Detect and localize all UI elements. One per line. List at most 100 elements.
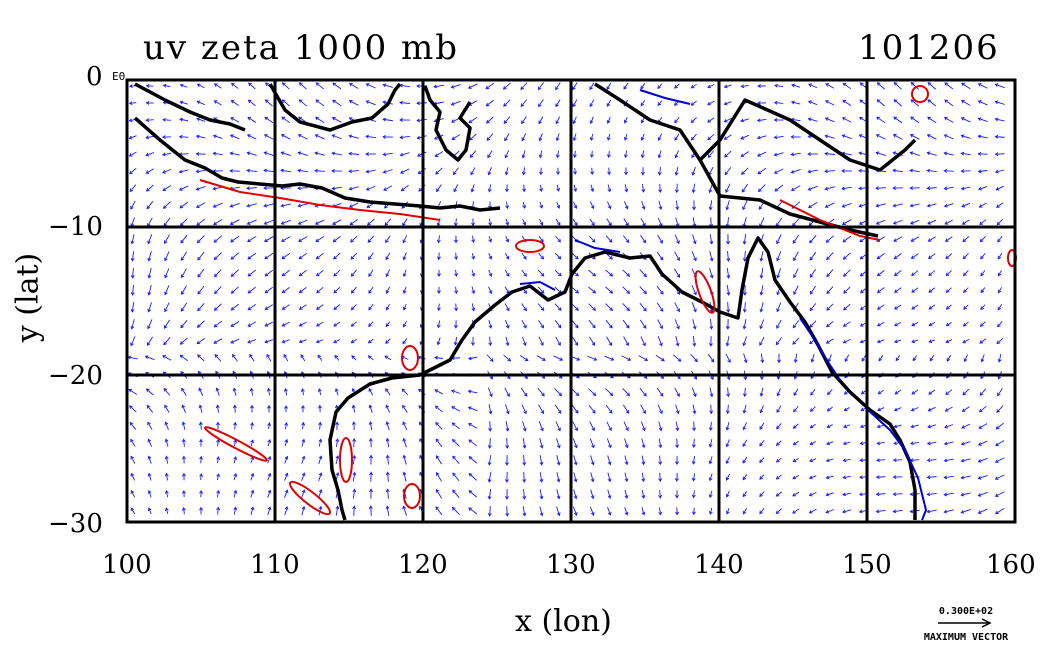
wind-vector-head bbox=[197, 290, 201, 295]
wind-vector bbox=[894, 389, 902, 395]
wind-vector bbox=[776, 319, 782, 329]
wind-vector bbox=[539, 472, 543, 482]
wind-vector-head bbox=[725, 326, 730, 330]
wind-vector bbox=[214, 354, 222, 362]
wind-vector-head bbox=[945, 306, 950, 310]
wind-vector-head bbox=[674, 171, 679, 176]
wind-vector bbox=[877, 253, 885, 259]
wind-vector-head bbox=[489, 393, 493, 398]
wind-vector-head bbox=[129, 188, 134, 193]
wind-vector bbox=[540, 184, 542, 192]
wind-vector bbox=[842, 186, 852, 190]
wind-vector bbox=[316, 286, 324, 294]
wind-vector bbox=[335, 506, 339, 516]
wind-vector-head bbox=[264, 272, 269, 277]
wind-vector bbox=[978, 83, 988, 89]
wind-vector-head bbox=[213, 100, 218, 104]
wind-vector bbox=[708, 150, 714, 158]
wind-vector-head bbox=[557, 324, 562, 329]
wind-vector bbox=[282, 269, 290, 277]
wind-vector-head bbox=[692, 410, 697, 415]
wind-vector bbox=[624, 455, 628, 465]
wind-vector-head bbox=[301, 505, 306, 510]
wind-vector-head bbox=[626, 290, 631, 294]
wind-vector bbox=[893, 459, 903, 461]
wind-vector-head bbox=[214, 354, 219, 358]
wind-vector bbox=[573, 201, 577, 209]
wind-vector-head bbox=[996, 340, 1001, 345]
wind-vector bbox=[607, 455, 611, 465]
wind-vector-head bbox=[178, 187, 183, 191]
wind-vector-head bbox=[505, 255, 510, 260]
wind-vector bbox=[196, 337, 206, 345]
wind-vector bbox=[742, 439, 748, 447]
wind-vector-head bbox=[505, 221, 510, 226]
wind-vector-head bbox=[555, 137, 560, 142]
wind-vector bbox=[468, 406, 478, 412]
wind-vector bbox=[214, 269, 222, 277]
wind-vector-head bbox=[625, 427, 629, 432]
wind-vector bbox=[280, 169, 292, 173]
wind-vector-head bbox=[180, 324, 184, 329]
wind-vector-head bbox=[505, 324, 510, 329]
wind-vector-head bbox=[199, 489, 203, 494]
wind-vector bbox=[791, 84, 801, 88]
wind-vector-head bbox=[182, 455, 186, 460]
wind-vector-head bbox=[267, 489, 272, 494]
wind-vector bbox=[590, 489, 594, 499]
wind-vector bbox=[146, 405, 154, 413]
wind-vector bbox=[164, 405, 170, 413]
wind-vector bbox=[928, 304, 936, 310]
wind-vector bbox=[946, 304, 952, 310]
wind-vector-head bbox=[301, 404, 305, 409]
wind-vector-head bbox=[487, 513, 492, 517]
wind-vector bbox=[368, 321, 374, 327]
wind-vector-head bbox=[332, 238, 337, 243]
wind-vector bbox=[674, 387, 680, 397]
wind-vector bbox=[978, 117, 988, 123]
wind-vector bbox=[980, 304, 986, 310]
wind-vector bbox=[591, 167, 593, 175]
wind-vector bbox=[146, 135, 154, 139]
wind-vector-head bbox=[997, 306, 1002, 311]
wind-vector-head bbox=[757, 153, 761, 157]
wind-vector-head bbox=[994, 510, 999, 515]
wind-vector bbox=[230, 252, 240, 260]
wind-vector-head bbox=[365, 187, 370, 191]
wind-vector bbox=[281, 203, 291, 207]
wind-vector-head bbox=[267, 404, 271, 409]
wind-vector-head bbox=[892, 475, 897, 480]
wind-vector bbox=[724, 150, 732, 158]
wind-vector-head bbox=[760, 359, 765, 364]
wind-vector bbox=[707, 84, 715, 88]
wind-vector bbox=[298, 236, 308, 242]
wind-vector-head bbox=[843, 391, 848, 395]
wind-vector bbox=[538, 252, 544, 260]
wind-vector bbox=[963, 270, 969, 276]
wind-vector bbox=[230, 203, 240, 207]
wind-vector-head bbox=[858, 186, 862, 191]
wind-vector-head bbox=[488, 342, 493, 347]
wind-vector-head bbox=[301, 472, 306, 477]
wind-vector bbox=[538, 404, 544, 414]
wind-vector bbox=[979, 405, 987, 413]
wind-vector-head bbox=[759, 493, 763, 498]
wind-vector-head bbox=[978, 186, 982, 191]
wind-vector bbox=[757, 135, 767, 139]
wind-vector bbox=[639, 286, 647, 294]
wind-vector-head bbox=[247, 323, 252, 327]
wind-vector bbox=[843, 475, 851, 479]
wind-vector-head bbox=[280, 203, 285, 208]
wind-vector-head bbox=[540, 307, 545, 312]
wind-vector-head bbox=[608, 342, 612, 346]
wind-vector bbox=[332, 117, 342, 123]
wind-vector-head bbox=[997, 238, 1001, 243]
wind-vector bbox=[316, 269, 324, 277]
wind-vector-head bbox=[741, 171, 745, 175]
wind-vector-head bbox=[640, 119, 645, 124]
wind-vector-head bbox=[332, 82, 337, 87]
wind-vector-head bbox=[776, 257, 780, 262]
wind-vector bbox=[401, 388, 409, 396]
wind-vector bbox=[777, 388, 781, 396]
wind-vector bbox=[164, 302, 170, 312]
